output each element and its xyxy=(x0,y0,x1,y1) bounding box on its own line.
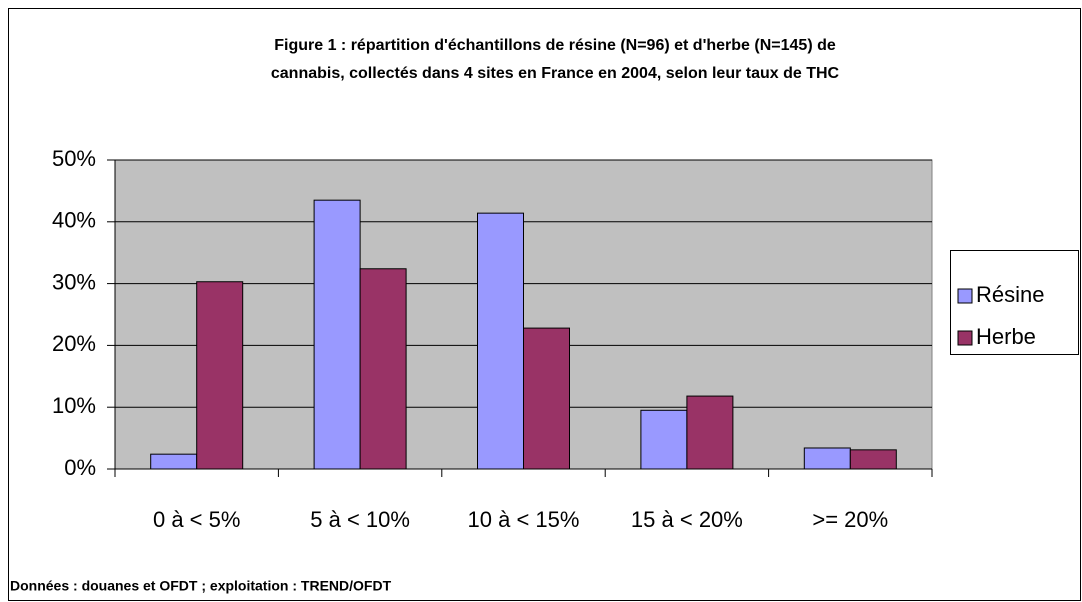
y-tick-label: 50% xyxy=(52,146,96,171)
chart-title: Figure 1 : répartition d'échantillons de… xyxy=(274,37,836,54)
bar xyxy=(803,447,851,470)
bar xyxy=(150,453,198,470)
x-tick-label: 10 à < 15% xyxy=(468,507,580,532)
y-tick-label: 40% xyxy=(52,208,96,233)
x-tick-label: 5 à < 10% xyxy=(310,507,410,532)
y-tick-label: 10% xyxy=(52,393,96,418)
chart-title: cannabis, collectés dans 4 sites en Fran… xyxy=(271,65,840,82)
x-tick-label: >= 20% xyxy=(812,507,888,532)
legend-label: Résine xyxy=(976,282,1044,307)
bar xyxy=(477,212,524,470)
legend-swatch xyxy=(957,288,973,304)
source-note: Données : douanes et OFDT ; exploitation… xyxy=(10,578,392,594)
y-tick-label: 20% xyxy=(52,331,96,356)
bar xyxy=(313,199,361,470)
legend-label: Herbe xyxy=(976,324,1036,349)
bar xyxy=(359,268,407,470)
x-tick-label: 15 à < 20% xyxy=(631,507,743,532)
bar xyxy=(523,327,570,470)
bar xyxy=(686,395,734,470)
legend-swatch xyxy=(957,330,973,346)
bar xyxy=(196,281,244,470)
y-tick-label: 30% xyxy=(52,269,96,294)
y-tick-label: 0% xyxy=(64,455,96,480)
x-tick-label: 0 à < 5% xyxy=(153,507,240,532)
bar xyxy=(849,449,897,470)
bar xyxy=(640,409,688,470)
